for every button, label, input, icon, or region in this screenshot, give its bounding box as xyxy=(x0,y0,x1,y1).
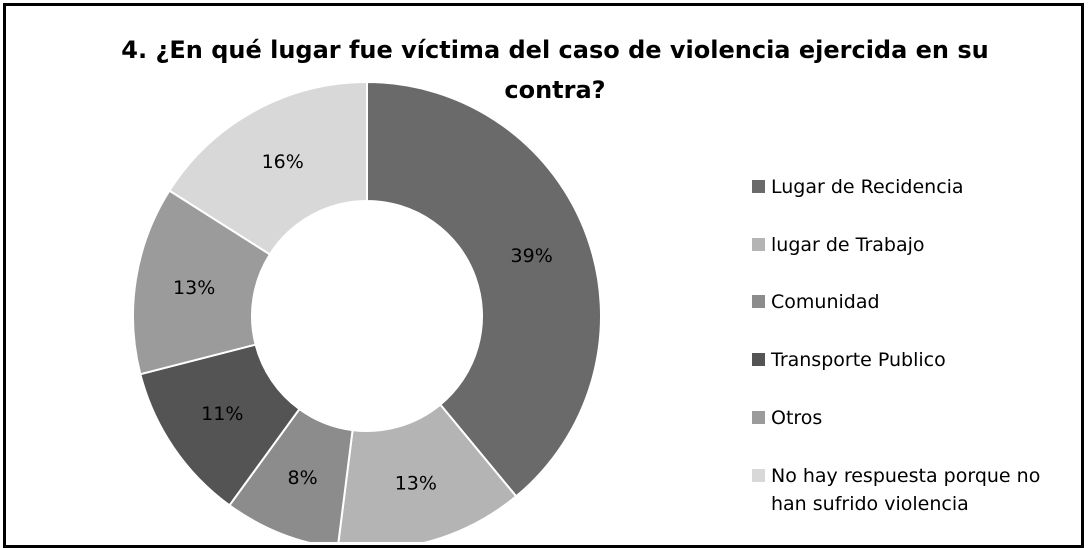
legend-swatch xyxy=(752,180,765,193)
legend-label: Transporte Publico xyxy=(771,349,946,371)
data-label: 39% xyxy=(511,245,553,267)
data-label: 8% xyxy=(288,467,318,489)
donut-slice xyxy=(337,403,518,542)
data-label: 13% xyxy=(173,277,215,299)
legend-swatch xyxy=(752,469,765,482)
legend-label: lugar de Trabajo xyxy=(771,234,925,256)
chart-title: 4. ¿En qué lugar fue víctima del caso de… xyxy=(121,36,989,104)
legend-label: Lugar de Recidencia xyxy=(771,176,964,198)
legend-item: Otros xyxy=(752,404,1082,432)
data-label: 11% xyxy=(201,403,243,425)
legend-swatch xyxy=(752,238,765,251)
legend-label: No hay respuesta porque no han sufrido v… xyxy=(771,465,1041,515)
legend-item: Comunidad xyxy=(752,288,1082,316)
donut-slice xyxy=(168,80,368,256)
legend-label: Comunidad xyxy=(771,291,880,313)
legend-item: Lugar de Recidencia xyxy=(752,173,1082,201)
legend-swatch xyxy=(752,411,765,424)
legend-item: lugar de Trabajo xyxy=(752,231,1082,259)
data-label: 13% xyxy=(395,473,437,495)
legend-swatch xyxy=(752,295,765,308)
donut-slice xyxy=(366,80,602,498)
legend-item: Transporte Publico xyxy=(752,346,1082,374)
legend-label: Otros xyxy=(771,407,823,429)
legend-swatch xyxy=(752,353,765,366)
data-label: 16% xyxy=(262,151,304,173)
legend-item: No hay respuesta porque no han sufrido v… xyxy=(752,462,1082,518)
